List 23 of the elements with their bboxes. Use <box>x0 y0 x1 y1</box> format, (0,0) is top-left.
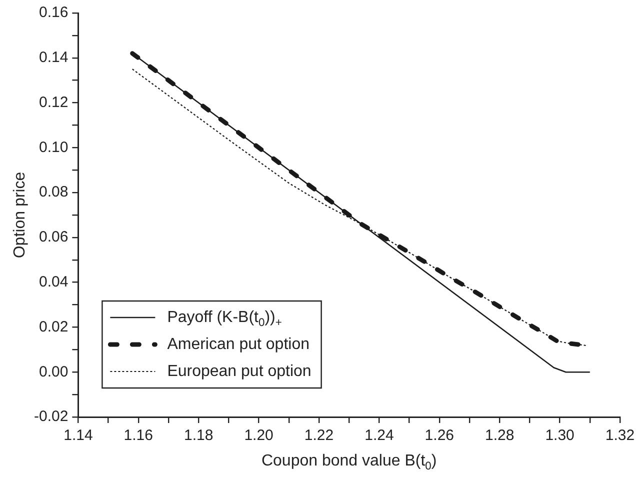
y-axis-title: Option price <box>11 172 28 258</box>
y-tick-label: 0.16 <box>38 4 68 22</box>
y-tick-label: 0.12 <box>38 94 68 111</box>
x-tick-label: 1.30 <box>545 427 574 444</box>
y-tick-label: 0.04 <box>38 273 68 290</box>
x-tick-label: 1.32 <box>605 427 635 444</box>
x-tick-label: 1.18 <box>184 427 214 444</box>
y-tick-label: 0.08 <box>38 184 68 201</box>
y-tick-label: 0.06 <box>38 228 68 246</box>
legend-label: American put option <box>167 336 310 353</box>
y-tick-label: 0.10 <box>38 138 68 156</box>
x-tick-label: 1.16 <box>124 427 153 444</box>
x-tick-label: 1.14 <box>64 427 93 444</box>
x-tick-label: 1.22 <box>304 427 334 444</box>
legend-label: European put option <box>167 362 312 380</box>
x-tick-label: 1.20 <box>244 427 274 444</box>
y-tick-label: 0.02 <box>38 318 68 336</box>
y-tick-label: 0.14 <box>38 49 68 66</box>
y-tick-label: 0.00 <box>38 363 68 380</box>
y-tick-label: -0.02 <box>34 408 68 426</box>
x-tick-label: 1.28 <box>484 427 514 444</box>
x-tick-label: 1.24 <box>364 427 394 444</box>
x-tick-label: 1.26 <box>424 427 454 444</box>
